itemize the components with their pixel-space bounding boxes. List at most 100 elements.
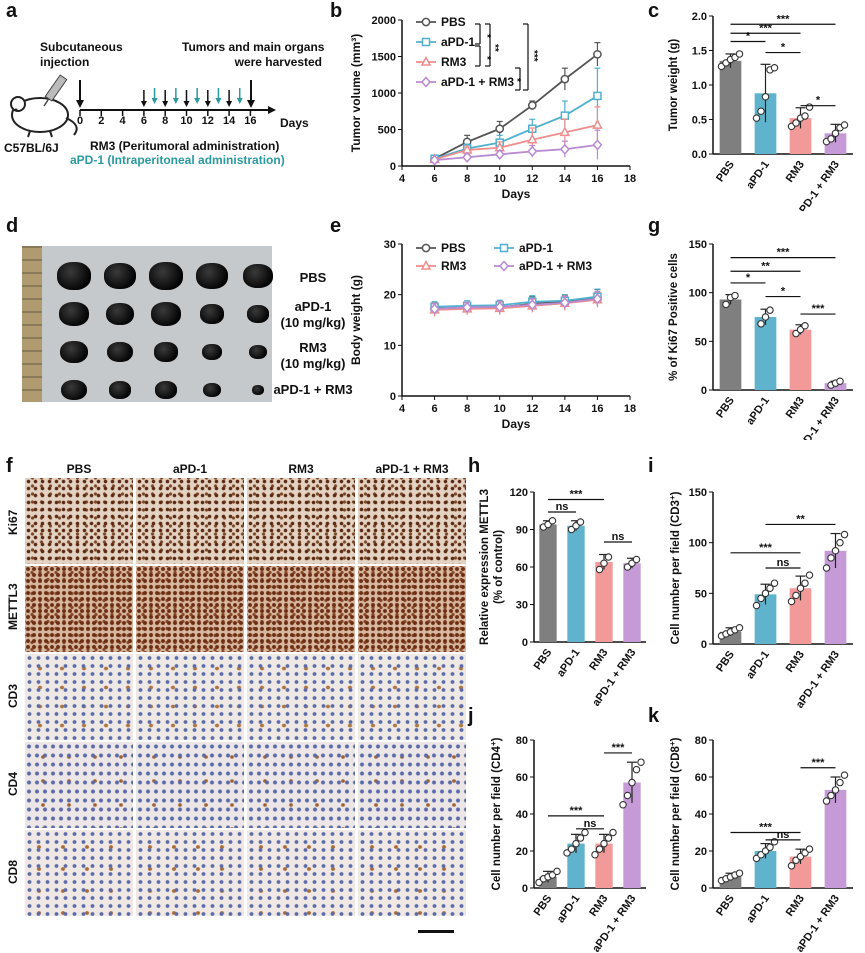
tumor-specimen	[200, 304, 224, 324]
individual-point	[637, 758, 645, 766]
y-tick-label: 120	[510, 487, 528, 499]
tumor-specimen	[104, 263, 136, 289]
x-category-label: PBS	[714, 649, 737, 674]
tumor-specimen	[196, 263, 228, 289]
bar	[719, 876, 742, 888]
rm3-dose-arrowhead	[204, 101, 211, 107]
ihc-row-label: CD4	[6, 771, 20, 796]
tumor-specimen	[249, 344, 267, 360]
bar	[719, 60, 742, 154]
individual-point	[822, 797, 831, 805]
bar	[789, 856, 812, 888]
individual-point	[787, 597, 796, 606]
data-point	[559, 297, 570, 309]
individual-point	[840, 121, 849, 129]
tumor-specimen	[60, 340, 88, 364]
x-category-label: RM3	[587, 647, 610, 673]
ruler	[22, 246, 42, 402]
bar	[719, 299, 742, 390]
apd1-dose-arrowhead	[215, 98, 222, 104]
tumor-specimen	[59, 302, 89, 326]
x-category-label: PBS	[714, 893, 737, 918]
bar	[789, 329, 812, 390]
individual-point	[735, 869, 744, 877]
x-category-label: aPD-1	[555, 647, 583, 679]
bar	[595, 843, 613, 888]
y-tick-label: 40	[516, 809, 528, 821]
series-line-1	[434, 295, 598, 308]
series-line-1	[434, 95, 598, 160]
ihc-row-label: METTL3	[6, 583, 20, 630]
day-tick-label: 12	[201, 115, 214, 127]
data-point	[593, 91, 602, 101]
ihc-tile-cd4	[136, 742, 244, 828]
photo-row-label: PBS	[299, 270, 327, 285]
sig-label: *	[511, 78, 522, 82]
individual-point	[576, 834, 585, 842]
tumor-specimen	[203, 382, 221, 398]
y-tick-label: 0	[701, 385, 707, 397]
x-category-label: aPD-1	[744, 893, 772, 925]
individual-point	[836, 778, 844, 787]
ihc-tile-mettl3	[358, 566, 466, 652]
panel-letter-h: h	[468, 455, 481, 477]
y-tick-label: 1.5	[692, 46, 707, 58]
legend-label: aPD-1	[519, 241, 553, 255]
individual-point	[796, 584, 805, 593]
x-tick-label: 10	[494, 403, 506, 415]
individual-point	[836, 538, 844, 547]
tumor-specimen	[155, 381, 177, 399]
individual-point	[609, 828, 617, 837]
sig-label: ***	[612, 742, 626, 754]
legend-label: aPD-1 + RM3	[519, 259, 592, 273]
data-point	[592, 293, 603, 305]
y-tick-label: 30	[384, 239, 396, 251]
sig-label: *	[746, 31, 751, 43]
tumor-specimen	[57, 262, 91, 290]
ihc-tile-cd4	[247, 742, 355, 828]
syringe-icon	[43, 74, 68, 107]
data-point	[592, 119, 603, 129]
ihc-tile-mettl3	[25, 566, 133, 652]
y-tick-label: 0	[390, 391, 396, 403]
tumor-volume-chart: 0 500 1000 1500 2000 4 6 8 10 12 14 16 18 Days Tumor v…	[349, 15, 636, 201]
individual-point	[757, 320, 765, 328]
y-axis-subtitle: (% of control)	[493, 530, 505, 604]
x-tick-label: 4	[399, 173, 406, 185]
x-category-label: aPD-1	[555, 893, 583, 925]
sig-label: ***	[759, 22, 773, 34]
y-tick-label: 20	[695, 846, 707, 858]
y-tick-label: 100	[689, 288, 707, 300]
individual-point	[581, 828, 589, 837]
individual-point	[628, 778, 636, 787]
sig-label: ns	[777, 557, 790, 569]
panel-letter-c: c	[648, 0, 660, 22]
photo-row-label: RM3 (10 mg/kg)	[280, 340, 346, 371]
ihc-tile-mettl3	[136, 566, 244, 652]
ihc-tile-ki67	[358, 478, 466, 564]
x-tick-label: 10	[494, 173, 506, 185]
y-tick-label: 20	[384, 290, 396, 302]
sig-label: ***	[777, 13, 791, 25]
ihc-row-label: CD3	[6, 683, 20, 708]
y-tick-label: 150	[689, 239, 707, 251]
individual-point	[840, 771, 849, 779]
y-tick-label: 10	[384, 340, 396, 352]
y-tick-label: 80	[695, 735, 707, 747]
photo-row-label: aPD-1 + RM3	[273, 382, 353, 397]
individual-point	[604, 553, 613, 561]
y-tick-label: 40	[695, 809, 707, 821]
sig-label: **	[796, 513, 805, 525]
individual-point	[735, 624, 744, 632]
y-tick-label: 1.0	[692, 80, 707, 92]
y-tick-label: 0	[701, 883, 707, 895]
days-label: Days	[280, 116, 309, 130]
scale-bar	[418, 930, 454, 933]
bar	[623, 563, 641, 642]
bar	[567, 843, 585, 888]
y-tick-label: 0.0	[692, 149, 707, 161]
x-category-label: aPD-1	[744, 649, 772, 681]
